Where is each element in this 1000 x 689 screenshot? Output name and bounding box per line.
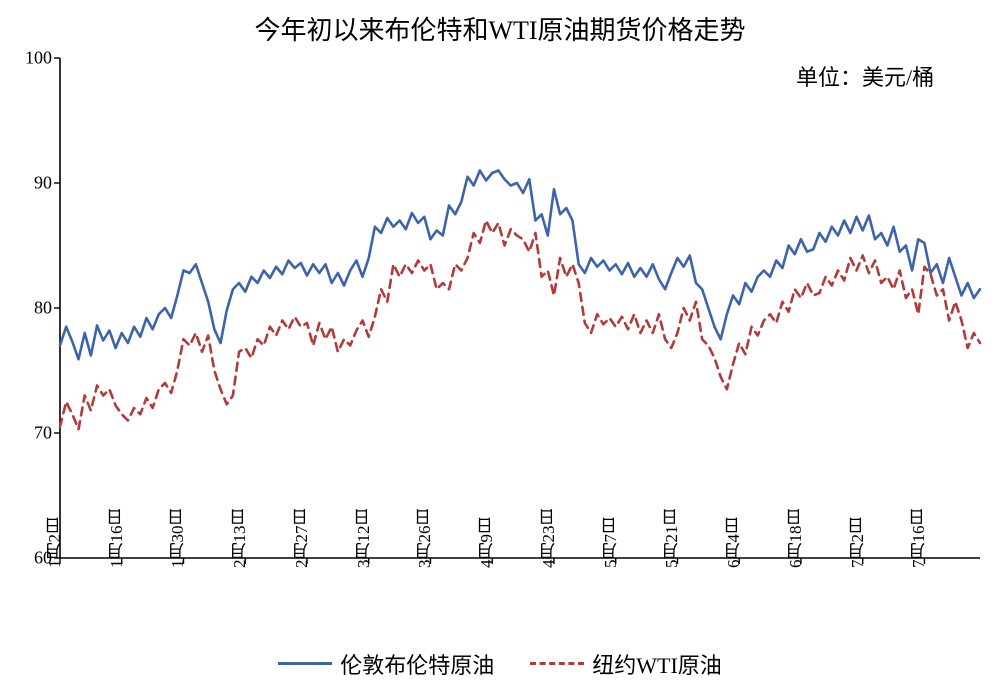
y-tick-label: 80 bbox=[12, 298, 52, 319]
x-tick-label: 6月4日 bbox=[721, 517, 746, 568]
y-tick-label: 100 bbox=[12, 48, 52, 69]
series-line bbox=[60, 171, 980, 360]
legend-swatch bbox=[278, 662, 332, 665]
chart-plot-area bbox=[0, 0, 1000, 689]
x-tick-label: 2月13日 bbox=[227, 509, 252, 569]
x-tick-label: 1月2日 bbox=[42, 517, 67, 568]
x-tick-label: 7月2日 bbox=[845, 517, 870, 568]
x-tick-label: 2月27日 bbox=[289, 509, 314, 569]
x-tick-label: 3月12日 bbox=[351, 509, 376, 569]
legend-item: 纽约WTI原油 bbox=[530, 648, 722, 680]
x-tick-label: 4月9日 bbox=[474, 517, 499, 568]
x-tick-label: 7月16日 bbox=[906, 509, 931, 569]
y-tick-label: 70 bbox=[12, 423, 52, 444]
x-tick-label: 5月7日 bbox=[598, 517, 623, 568]
legend-item: 伦敦布伦特原油 bbox=[278, 648, 494, 680]
oil-price-chart: 今年初以来布伦特和WTI原油期货价格走势 单位：美元/桶 伦敦布伦特原油纽约WT… bbox=[0, 0, 1000, 689]
x-tick-label: 1月30日 bbox=[165, 509, 190, 569]
legend-label: 纽约WTI原油 bbox=[592, 648, 722, 680]
x-tick-label: 3月26日 bbox=[412, 509, 437, 569]
series-line bbox=[60, 221, 980, 430]
legend-swatch bbox=[530, 662, 584, 665]
x-tick-label: 5月21日 bbox=[659, 509, 684, 569]
chart-legend: 伦敦布伦特原油 纽约WTI原油 bbox=[0, 645, 1000, 680]
x-tick-label: 6月18日 bbox=[783, 509, 808, 569]
legend-label: 伦敦布伦特原油 bbox=[340, 648, 494, 680]
x-tick-label: 1月16日 bbox=[104, 509, 129, 569]
y-tick-label: 90 bbox=[12, 173, 52, 194]
x-tick-label: 4月23日 bbox=[536, 509, 561, 569]
